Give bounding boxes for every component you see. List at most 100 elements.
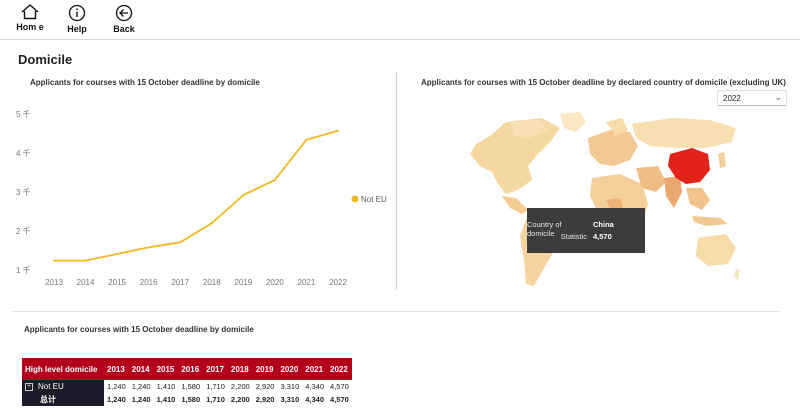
line-chart: 1 千 2 千 3 千 4 千 5 千 2013 2014 2015 2016 2017 2018 2… <box>16 109 387 287</box>
year-dropdown[interactable]: 2022 ⌄ <box>717 90 787 106</box>
table-cell: 2,200 <box>230 395 250 404</box>
table-cell: 1,240 <box>131 395 151 404</box>
x-tick-label: 2022 <box>329 278 347 287</box>
table-cell: 4,340 <box>305 395 325 404</box>
data-point <box>210 222 213 225</box>
x-tick-label: 2018 <box>203 278 221 287</box>
y-tick-label: 1 千 <box>16 265 31 275</box>
table-cell: 1,710 <box>206 395 225 404</box>
table-cell: 1,240 <box>131 382 151 391</box>
data-point <box>242 194 245 197</box>
map-region-russia <box>632 118 736 148</box>
x-tick-label: 2021 <box>298 278 316 287</box>
row-label-cell: 总计 <box>22 393 104 406</box>
table-cell: 1,710 <box>206 382 225 391</box>
table-header-row: High level domicile 2013 2014 2015 2016 … <box>22 358 352 380</box>
info-icon <box>68 4 86 22</box>
map-region-indonesia <box>692 216 728 226</box>
column-header[interactable]: 2021 <box>302 358 328 380</box>
table-cell: 1,240 <box>107 382 126 391</box>
map-region-china <box>668 148 710 184</box>
column-header[interactable]: 2022 <box>327 358 352 380</box>
row-label: Not EU <box>38 382 64 391</box>
column-header[interactable]: 2014 <box>128 358 154 380</box>
table-cell: 4,570 <box>330 382 349 391</box>
table-cell: 4,570 <box>330 395 349 404</box>
tooltip-country-value: China <box>593 220 614 229</box>
map-region-canada-west <box>510 120 548 138</box>
expand-icon[interactable]: + <box>25 382 33 391</box>
table-cell: 2,920 <box>255 382 275 391</box>
tooltip-statistic-key: Statistic <box>560 232 587 241</box>
map-tooltip: Country of domicile China Statistic 4,57… <box>527 208 645 253</box>
data-point <box>147 246 150 249</box>
row-label: 总计 <box>40 395 56 404</box>
column-header[interactable]: 2019 <box>252 358 278 380</box>
table-cell: 1,410 <box>156 382 176 391</box>
data-point <box>116 253 119 255</box>
table-total-row: 总计 1,240 1,240 1,410 1,580 1,710 2,200 2… <box>22 393 352 406</box>
column-header[interactable]: 2016 <box>178 358 204 380</box>
back-label: Back <box>113 24 135 34</box>
x-tick-label: 2013 <box>45 278 63 287</box>
map-region-north-america <box>470 118 560 194</box>
data-point <box>337 129 339 132</box>
y-tick-label: 2 千 <box>16 226 31 236</box>
home-icon <box>21 4 39 20</box>
top-toolbar: Hom e Help Back <box>0 0 800 40</box>
series-line-not-eu <box>54 129 339 262</box>
map-region-new-zealand <box>734 268 740 280</box>
map-region-greenland <box>560 112 586 132</box>
panel-divider-horizontal <box>12 311 780 312</box>
domicile-table: High level domicile 2013 2014 2015 2016 … <box>22 358 352 406</box>
x-tick-label: 2014 <box>77 278 95 287</box>
tooltip-row-country: Country of domicile China <box>527 220 645 238</box>
home-label: Hom e <box>16 22 44 32</box>
panel-divider-vertical <box>396 72 397 290</box>
map-region-scandinavia <box>606 118 628 136</box>
back-button[interactable]: Back <box>104 4 144 35</box>
data-point <box>84 259 87 262</box>
table-cell: 1,410 <box>156 395 176 404</box>
table-cell: 4,340 <box>305 382 325 391</box>
x-tick-label: 2020 <box>266 278 284 287</box>
legend-marker <box>351 195 359 203</box>
table-cell: 2,920 <box>255 395 275 404</box>
map-region-southeast-asia <box>686 188 710 210</box>
map-region-central-america <box>502 196 528 214</box>
tooltip-row-statistic: Statistic 4,570 <box>527 232 645 244</box>
data-point <box>179 241 182 244</box>
tooltip-country-key: Country of domicile <box>527 220 562 238</box>
back-arrow-icon <box>115 4 133 22</box>
table-row: + Not EU 1,240 1,240 1,410 1,580 1,710 2,… <box>22 380 352 393</box>
column-header[interactable]: 2018 <box>227 358 253 380</box>
table-cell: 1,580 <box>181 382 201 391</box>
column-header[interactable]: High level domicile <box>22 358 104 380</box>
x-tick-label: 2016 <box>140 278 158 287</box>
x-tick-label: 2019 <box>234 278 252 287</box>
data-point <box>273 179 276 181</box>
column-header[interactable]: 2013 <box>104 358 129 380</box>
map-region-europe <box>588 130 638 166</box>
data-point <box>53 259 55 262</box>
table-title: Applicants for courses with 15 October d… <box>24 325 254 334</box>
column-header[interactable]: 2020 <box>277 358 303 380</box>
help-button[interactable]: Help <box>57 4 97 35</box>
table-cell: 1,240 <box>107 395 126 404</box>
y-tick-label: 3 千 <box>16 187 31 197</box>
page-title: Domicile <box>18 52 73 67</box>
row-label-cell[interactable]: + Not EU <box>22 380 104 393</box>
x-tick-label: 2017 <box>171 278 189 287</box>
home-button[interactable]: Hom e <box>10 4 50 33</box>
world-map[interactable] <box>410 108 740 298</box>
map-region-japan <box>718 152 726 168</box>
column-header[interactable]: 2017 <box>203 358 228 380</box>
year-dropdown-value: 2022 <box>723 94 741 103</box>
map-chart-title: Applicants for courses with 15 October d… <box>421 78 786 87</box>
y-tick-label: 5 千 <box>16 109 31 119</box>
x-tick-label: 2015 <box>108 278 126 287</box>
line-chart-title: Applicants for courses with 15 October d… <box>30 78 260 87</box>
column-header[interactable]: 2015 <box>153 358 179 380</box>
table-cell: 3,310 <box>280 395 300 404</box>
map-region-india <box>664 176 682 208</box>
